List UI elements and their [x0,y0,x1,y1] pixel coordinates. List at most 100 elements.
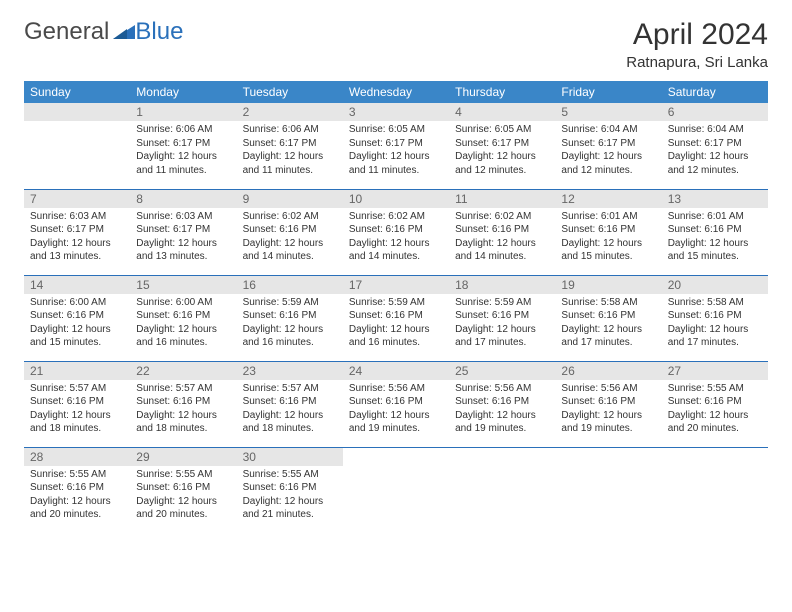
calendar-cell: 24Sunrise: 5:56 AMSunset: 6:16 PMDayligh… [343,361,449,447]
brand-part1: General [24,18,109,46]
calendar-cell: 19Sunrise: 5:58 AMSunset: 6:16 PMDayligh… [555,275,661,361]
day-details: Sunrise: 6:03 AMSunset: 6:17 PMDaylight:… [130,208,236,268]
calendar-cell: 7Sunrise: 6:03 AMSunset: 6:17 PMDaylight… [24,189,130,275]
calendar-week: 21Sunrise: 5:57 AMSunset: 6:16 PMDayligh… [24,361,768,447]
header: General Blue April 2024 Ratnapura, Sri L… [24,18,768,71]
day-details: Sunrise: 5:58 AMSunset: 6:16 PMDaylight:… [555,294,661,354]
day-number: 19 [555,276,661,294]
calendar-cell: 29Sunrise: 5:55 AMSunset: 6:16 PMDayligh… [130,447,236,533]
calendar-cell: 30Sunrise: 5:55 AMSunset: 6:16 PMDayligh… [237,447,343,533]
day-number: 5 [555,103,661,121]
calendar-week: 28Sunrise: 5:55 AMSunset: 6:16 PMDayligh… [24,447,768,533]
dow-header: Sunday [24,81,130,103]
brand-logo: General Blue [24,18,183,46]
day-number: 11 [449,190,555,208]
day-number: 1 [130,103,236,121]
calendar-cell: 23Sunrise: 5:57 AMSunset: 6:16 PMDayligh… [237,361,343,447]
calendar-cell: 17Sunrise: 5:59 AMSunset: 6:16 PMDayligh… [343,275,449,361]
day-number: 25 [449,362,555,380]
day-number: 18 [449,276,555,294]
calendar-body: 1Sunrise: 6:06 AMSunset: 6:17 PMDaylight… [24,103,768,533]
day-number: 2 [237,103,343,121]
day-details: Sunrise: 6:04 AMSunset: 6:17 PMDaylight:… [662,121,768,181]
day-number: 8 [130,190,236,208]
day-number: 21 [24,362,130,380]
calendar-cell: 11Sunrise: 6:02 AMSunset: 6:16 PMDayligh… [449,189,555,275]
calendar-cell: 5Sunrise: 6:04 AMSunset: 6:17 PMDaylight… [555,103,661,189]
dow-header: Saturday [662,81,768,103]
day-details: Sunrise: 6:01 AMSunset: 6:16 PMDaylight:… [555,208,661,268]
day-details: Sunrise: 5:55 AMSunset: 6:16 PMDaylight:… [662,380,768,440]
calendar-header: SundayMondayTuesdayWednesdayThursdayFrid… [24,81,768,103]
day-details: Sunrise: 5:59 AMSunset: 6:16 PMDaylight:… [237,294,343,354]
day-details: Sunrise: 6:05 AMSunset: 6:17 PMDaylight:… [343,121,449,181]
calendar-cell: 3Sunrise: 6:05 AMSunset: 6:17 PMDaylight… [343,103,449,189]
calendar-cell [343,447,449,533]
calendar-cell: 6Sunrise: 6:04 AMSunset: 6:17 PMDaylight… [662,103,768,189]
day-details: Sunrise: 6:03 AMSunset: 6:17 PMDaylight:… [24,208,130,268]
day-number: 26 [555,362,661,380]
calendar-table: SundayMondayTuesdayWednesdayThursdayFrid… [24,81,768,533]
calendar-cell: 21Sunrise: 5:57 AMSunset: 6:16 PMDayligh… [24,361,130,447]
day-details: Sunrise: 6:06 AMSunset: 6:17 PMDaylight:… [237,121,343,181]
day-number: 4 [449,103,555,121]
calendar-cell [449,447,555,533]
day-details: Sunrise: 5:56 AMSunset: 6:16 PMDaylight:… [343,380,449,440]
calendar-cell: 13Sunrise: 6:01 AMSunset: 6:16 PMDayligh… [662,189,768,275]
dow-header: Monday [130,81,236,103]
calendar-cell: 15Sunrise: 6:00 AMSunset: 6:16 PMDayligh… [130,275,236,361]
calendar-cell: 22Sunrise: 5:57 AMSunset: 6:16 PMDayligh… [130,361,236,447]
day-details: Sunrise: 6:02 AMSunset: 6:16 PMDaylight:… [343,208,449,268]
calendar-cell: 27Sunrise: 5:55 AMSunset: 6:16 PMDayligh… [662,361,768,447]
day-number: 9 [237,190,343,208]
day-number: 22 [130,362,236,380]
calendar-cell: 18Sunrise: 5:59 AMSunset: 6:16 PMDayligh… [449,275,555,361]
day-details: Sunrise: 5:59 AMSunset: 6:16 PMDaylight:… [449,294,555,354]
day-details: Sunrise: 6:06 AMSunset: 6:17 PMDaylight:… [130,121,236,181]
calendar-cell: 4Sunrise: 6:05 AMSunset: 6:17 PMDaylight… [449,103,555,189]
day-number: 27 [662,362,768,380]
day-details: Sunrise: 5:57 AMSunset: 6:16 PMDaylight:… [24,380,130,440]
logo-icon [113,18,135,46]
day-number: 6 [662,103,768,121]
day-details: Sunrise: 5:57 AMSunset: 6:16 PMDaylight:… [130,380,236,440]
calendar-cell [24,103,130,189]
calendar-week: 1Sunrise: 6:06 AMSunset: 6:17 PMDaylight… [24,103,768,189]
calendar-cell [555,447,661,533]
day-number: 16 [237,276,343,294]
day-number: 17 [343,276,449,294]
day-number: 20 [662,276,768,294]
day-number: 28 [24,448,130,466]
day-number: 23 [237,362,343,380]
calendar-cell: 8Sunrise: 6:03 AMSunset: 6:17 PMDaylight… [130,189,236,275]
day-details: Sunrise: 5:55 AMSunset: 6:16 PMDaylight:… [237,466,343,526]
title-block: April 2024 Ratnapura, Sri Lanka [626,18,768,71]
calendar-cell: 2Sunrise: 6:06 AMSunset: 6:17 PMDaylight… [237,103,343,189]
calendar-cell: 9Sunrise: 6:02 AMSunset: 6:16 PMDaylight… [237,189,343,275]
dow-header: Wednesday [343,81,449,103]
day-number: 13 [662,190,768,208]
calendar-cell: 26Sunrise: 5:56 AMSunset: 6:16 PMDayligh… [555,361,661,447]
calendar-cell: 20Sunrise: 5:58 AMSunset: 6:16 PMDayligh… [662,275,768,361]
calendar-cell: 1Sunrise: 6:06 AMSunset: 6:17 PMDaylight… [130,103,236,189]
dow-header: Tuesday [237,81,343,103]
calendar-cell: 10Sunrise: 6:02 AMSunset: 6:16 PMDayligh… [343,189,449,275]
day-details: Sunrise: 6:02 AMSunset: 6:16 PMDaylight:… [449,208,555,268]
day-number: 14 [24,276,130,294]
day-details: Sunrise: 5:55 AMSunset: 6:16 PMDaylight:… [130,466,236,526]
calendar-week: 7Sunrise: 6:03 AMSunset: 6:17 PMDaylight… [24,189,768,275]
day-number: 30 [237,448,343,466]
calendar-cell: 16Sunrise: 5:59 AMSunset: 6:16 PMDayligh… [237,275,343,361]
day-details: Sunrise: 6:05 AMSunset: 6:17 PMDaylight:… [449,121,555,181]
dow-header: Thursday [449,81,555,103]
location: Ratnapura, Sri Lanka [626,54,768,71]
day-number: 10 [343,190,449,208]
day-number: 3 [343,103,449,121]
day-number: 15 [130,276,236,294]
day-details: Sunrise: 6:00 AMSunset: 6:16 PMDaylight:… [130,294,236,354]
day-details: Sunrise: 5:59 AMSunset: 6:16 PMDaylight:… [343,294,449,354]
day-number: 24 [343,362,449,380]
day-details: Sunrise: 6:04 AMSunset: 6:17 PMDaylight:… [555,121,661,181]
day-details: Sunrise: 5:56 AMSunset: 6:16 PMDaylight:… [555,380,661,440]
day-details: Sunrise: 6:00 AMSunset: 6:16 PMDaylight:… [24,294,130,354]
